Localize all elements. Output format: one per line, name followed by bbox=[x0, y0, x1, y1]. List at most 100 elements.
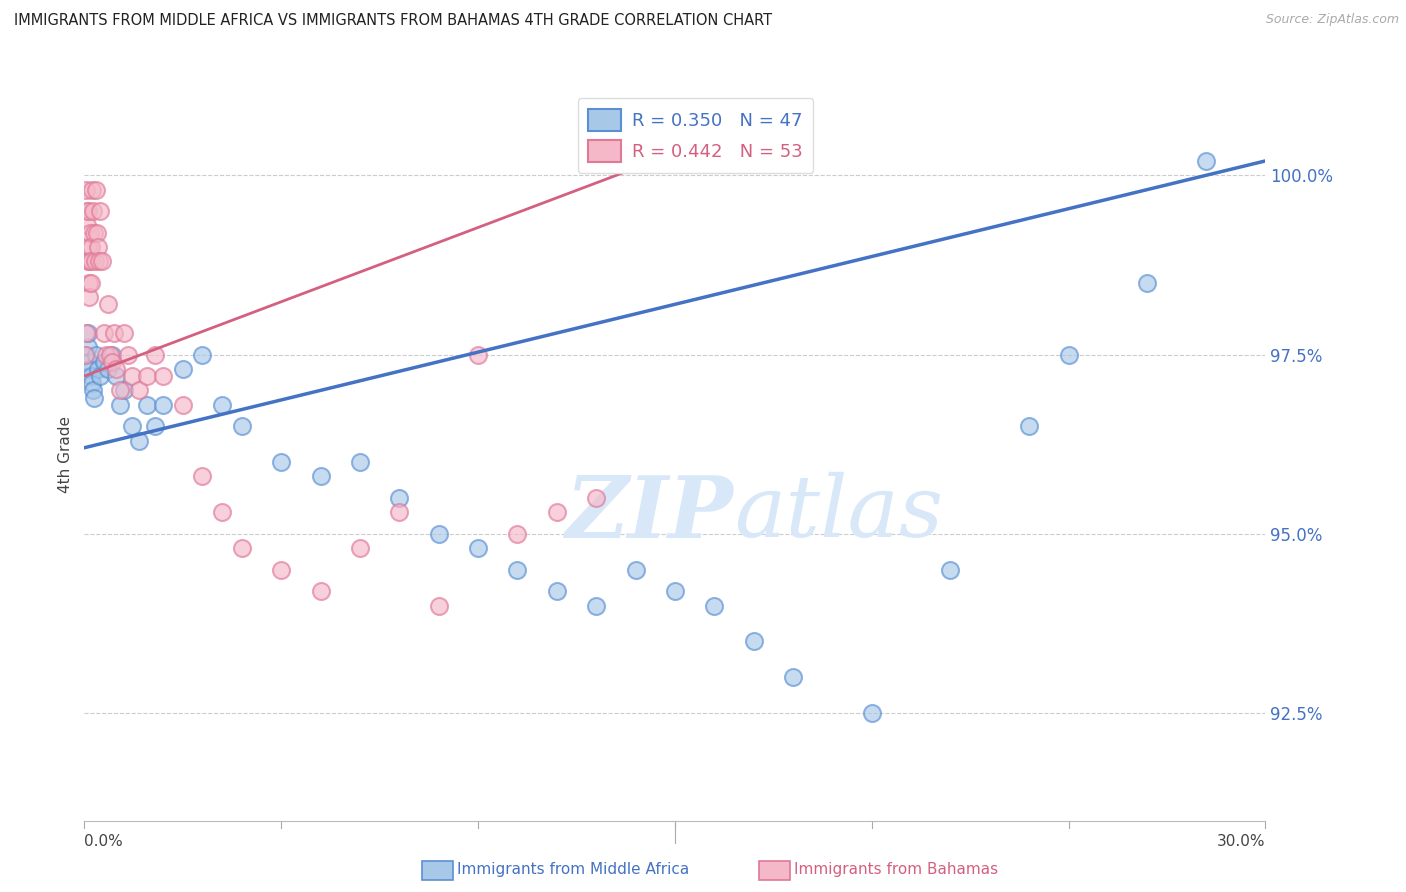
Point bbox=[89, 254, 111, 268]
Point bbox=[585, 491, 607, 505]
Point bbox=[624, 563, 647, 577]
Point bbox=[117, 347, 139, 361]
Point bbox=[585, 599, 607, 613]
Legend: R = 0.350   N = 47, R = 0.442   N = 53: R = 0.350 N = 47, R = 0.442 N = 53 bbox=[578, 98, 813, 173]
Point bbox=[84, 183, 107, 197]
Point bbox=[94, 347, 117, 361]
Point bbox=[76, 340, 98, 354]
Point bbox=[79, 290, 101, 304]
Point bbox=[104, 369, 127, 384]
Point bbox=[91, 254, 114, 268]
Text: 30.0%: 30.0% bbox=[1218, 833, 1265, 848]
Point bbox=[76, 219, 98, 233]
Point bbox=[84, 347, 107, 361]
Point bbox=[82, 376, 104, 391]
Point bbox=[82, 384, 104, 398]
Point bbox=[270, 455, 292, 469]
Point bbox=[231, 419, 253, 434]
Point bbox=[349, 455, 371, 469]
Point bbox=[1136, 276, 1159, 290]
Point bbox=[467, 541, 489, 556]
Point bbox=[172, 398, 194, 412]
Point bbox=[80, 254, 103, 268]
Point bbox=[76, 204, 98, 219]
Point bbox=[703, 599, 725, 613]
Point bbox=[98, 347, 121, 361]
Point bbox=[84, 254, 107, 268]
Point bbox=[143, 419, 166, 434]
Text: atlas: atlas bbox=[734, 472, 943, 555]
Point bbox=[77, 254, 100, 268]
Point bbox=[97, 297, 120, 311]
Point bbox=[112, 384, 135, 398]
Point bbox=[121, 419, 143, 434]
Point bbox=[77, 254, 100, 268]
Point bbox=[112, 326, 135, 340]
Point bbox=[101, 347, 124, 361]
Point bbox=[121, 369, 143, 384]
Point bbox=[211, 505, 233, 519]
Point bbox=[104, 362, 127, 376]
Point bbox=[77, 326, 100, 340]
Point bbox=[80, 276, 103, 290]
Point bbox=[309, 584, 332, 599]
Point bbox=[172, 362, 194, 376]
Point bbox=[270, 563, 292, 577]
Point bbox=[467, 347, 489, 361]
Point bbox=[103, 326, 125, 340]
Point bbox=[79, 226, 101, 240]
Point bbox=[546, 584, 568, 599]
Point bbox=[93, 354, 115, 368]
Point bbox=[782, 670, 804, 684]
Point bbox=[82, 204, 104, 219]
Point bbox=[860, 706, 883, 720]
Point bbox=[108, 398, 131, 412]
Point bbox=[1057, 347, 1080, 361]
Point bbox=[427, 526, 450, 541]
Text: Immigrants from Middle Africa: Immigrants from Middle Africa bbox=[457, 863, 689, 877]
Point bbox=[75, 183, 97, 197]
Point bbox=[87, 240, 110, 254]
Point bbox=[93, 326, 115, 340]
Point bbox=[143, 347, 166, 361]
Point bbox=[388, 505, 411, 519]
Point bbox=[77, 354, 100, 368]
Text: Immigrants from Bahamas: Immigrants from Bahamas bbox=[794, 863, 998, 877]
Point bbox=[83, 391, 105, 405]
Y-axis label: 4th Grade: 4th Grade bbox=[58, 417, 73, 493]
Point bbox=[83, 226, 105, 240]
Point bbox=[191, 469, 214, 483]
Text: ZIP: ZIP bbox=[567, 472, 734, 555]
Point bbox=[101, 354, 124, 368]
Point bbox=[89, 369, 111, 384]
Point bbox=[128, 384, 150, 398]
Point bbox=[191, 347, 214, 361]
Point bbox=[427, 599, 450, 613]
Point bbox=[79, 362, 101, 376]
Point bbox=[82, 183, 104, 197]
Point bbox=[506, 526, 529, 541]
Point bbox=[939, 563, 962, 577]
Point bbox=[349, 541, 371, 556]
Point bbox=[89, 204, 111, 219]
Point bbox=[80, 369, 103, 384]
Text: 0.0%: 0.0% bbox=[84, 833, 124, 848]
Text: IMMIGRANTS FROM MIDDLE AFRICA VS IMMIGRANTS FROM BAHAMAS 4TH GRADE CORRELATION C: IMMIGRANTS FROM MIDDLE AFRICA VS IMMIGRA… bbox=[14, 13, 772, 29]
Point bbox=[152, 369, 174, 384]
Point bbox=[664, 584, 686, 599]
Point bbox=[136, 369, 159, 384]
Point bbox=[86, 226, 108, 240]
Point bbox=[742, 634, 765, 648]
Point bbox=[87, 362, 110, 376]
Point bbox=[79, 240, 101, 254]
Point bbox=[231, 541, 253, 556]
Point bbox=[152, 398, 174, 412]
Point bbox=[136, 398, 159, 412]
Point bbox=[1018, 419, 1040, 434]
Text: Source: ZipAtlas.com: Source: ZipAtlas.com bbox=[1265, 13, 1399, 27]
Point bbox=[77, 204, 100, 219]
Point bbox=[75, 347, 97, 361]
Point bbox=[211, 398, 233, 412]
Point bbox=[546, 505, 568, 519]
Point bbox=[108, 384, 131, 398]
